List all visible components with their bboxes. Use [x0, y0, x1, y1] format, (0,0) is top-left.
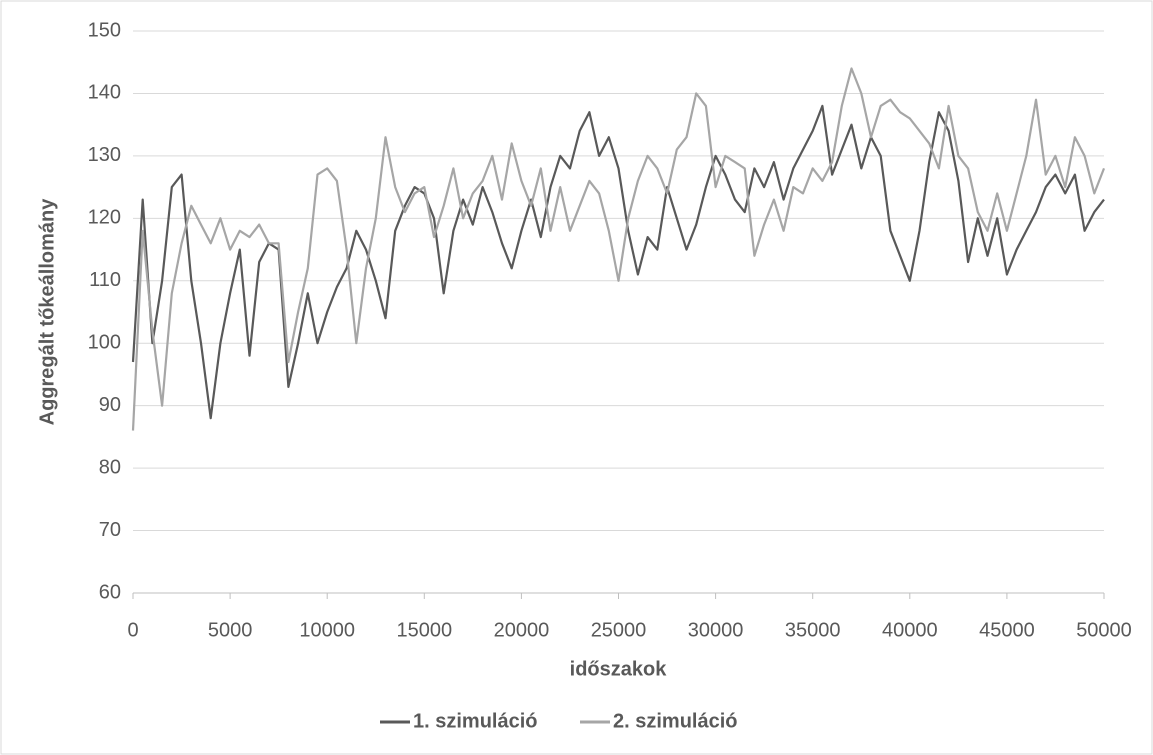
x-tick-label: 35000	[785, 619, 841, 641]
x-tick-label: 15000	[396, 619, 452, 641]
x-tick-label: 40000	[882, 619, 938, 641]
y-tick-label: 140	[88, 82, 121, 104]
x-tick-label: 10000	[299, 619, 355, 641]
y-tick-label: 90	[99, 394, 121, 416]
y-tick-label: 120	[88, 207, 121, 229]
x-tick-label: 0	[127, 619, 138, 641]
x-tick-label: 50000	[1076, 619, 1132, 641]
x-tick-label: 5000	[208, 619, 253, 641]
y-tick-label: 60	[99, 581, 121, 603]
y-tick-label: 130	[88, 144, 121, 166]
y-tick-label: 70	[99, 519, 121, 541]
y-axis-label: Aggregált tőkeállomány	[36, 198, 58, 426]
x-tick-label: 25000	[591, 619, 647, 641]
y-tick-label: 150	[88, 19, 121, 41]
series-line	[131, 67, 1106, 431]
y-tick-label: 100	[88, 332, 121, 354]
y-tick-label: 110	[89, 269, 121, 291]
x-tick-label: 30000	[688, 619, 744, 641]
legend-label: 2. szimuláció	[613, 710, 738, 732]
x-axis-label: időszakok	[570, 658, 668, 680]
x-tick-label: 45000	[979, 619, 1035, 641]
legend-label: 1. szimuláció	[413, 710, 538, 732]
x-tick-label: 20000	[494, 619, 550, 641]
series-line	[131, 104, 1105, 420]
y-tick-label: 80	[99, 456, 121, 478]
